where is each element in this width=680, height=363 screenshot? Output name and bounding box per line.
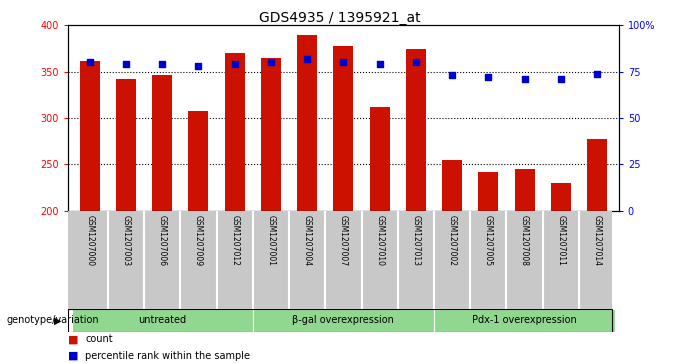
Bar <box>116 79 136 211</box>
Text: GSM1207008: GSM1207008 <box>520 215 529 266</box>
Text: ▶: ▶ <box>54 315 61 325</box>
Bar <box>479 172 498 211</box>
Text: GSM1207003: GSM1207003 <box>122 215 131 266</box>
Text: GSM1207013: GSM1207013 <box>411 215 420 266</box>
Bar <box>406 49 426 211</box>
Text: percentile rank within the sample: percentile rank within the sample <box>85 351 250 361</box>
Point <box>483 74 494 80</box>
Bar <box>551 183 571 211</box>
Text: GSM1207009: GSM1207009 <box>194 215 203 266</box>
Text: genotype/variation: genotype/variation <box>7 315 99 325</box>
Point <box>229 61 240 67</box>
Text: GSM1207001: GSM1207001 <box>267 215 275 266</box>
Point <box>157 61 168 67</box>
Bar <box>224 53 245 211</box>
Text: β-gal overexpression: β-gal overexpression <box>292 315 394 325</box>
Bar <box>152 76 172 211</box>
Text: GSM1207007: GSM1207007 <box>339 215 348 266</box>
Point <box>411 60 422 65</box>
Bar <box>333 46 354 211</box>
Text: GSM1207006: GSM1207006 <box>158 215 167 266</box>
Text: GSM1207014: GSM1207014 <box>592 215 602 266</box>
Text: Pdx-1 overexpression: Pdx-1 overexpression <box>472 315 577 325</box>
Point <box>120 61 131 67</box>
Point <box>519 76 530 82</box>
Text: GDS4935 / 1395921_at: GDS4935 / 1395921_at <box>259 11 421 25</box>
Text: GSM1207004: GSM1207004 <box>303 215 311 266</box>
Text: count: count <box>85 334 113 344</box>
Text: GSM1207005: GSM1207005 <box>484 215 493 266</box>
Point <box>338 60 349 65</box>
Bar <box>188 111 208 211</box>
Text: GSM1207010: GSM1207010 <box>375 215 384 266</box>
Text: GSM1207012: GSM1207012 <box>231 215 239 266</box>
Point <box>302 56 313 62</box>
Bar <box>370 107 390 211</box>
Text: GSM1207011: GSM1207011 <box>556 215 565 266</box>
Point <box>447 73 458 78</box>
Text: GSM1207002: GSM1207002 <box>447 215 456 266</box>
Point <box>556 76 566 82</box>
Text: ■: ■ <box>68 334 78 344</box>
Text: GSM1207000: GSM1207000 <box>85 215 95 266</box>
Bar <box>587 139 607 211</box>
Point <box>592 71 602 77</box>
Text: untreated: untreated <box>138 315 186 325</box>
Point <box>374 61 385 67</box>
Bar <box>515 169 534 211</box>
Bar <box>71 309 253 332</box>
Point <box>193 63 204 69</box>
Bar <box>80 61 100 211</box>
Bar <box>434 309 615 332</box>
Point <box>265 60 276 65</box>
Bar <box>261 58 281 211</box>
Bar <box>442 160 462 211</box>
Bar <box>297 35 317 211</box>
Point <box>84 60 95 65</box>
Text: ■: ■ <box>68 351 78 361</box>
Bar <box>253 309 434 332</box>
